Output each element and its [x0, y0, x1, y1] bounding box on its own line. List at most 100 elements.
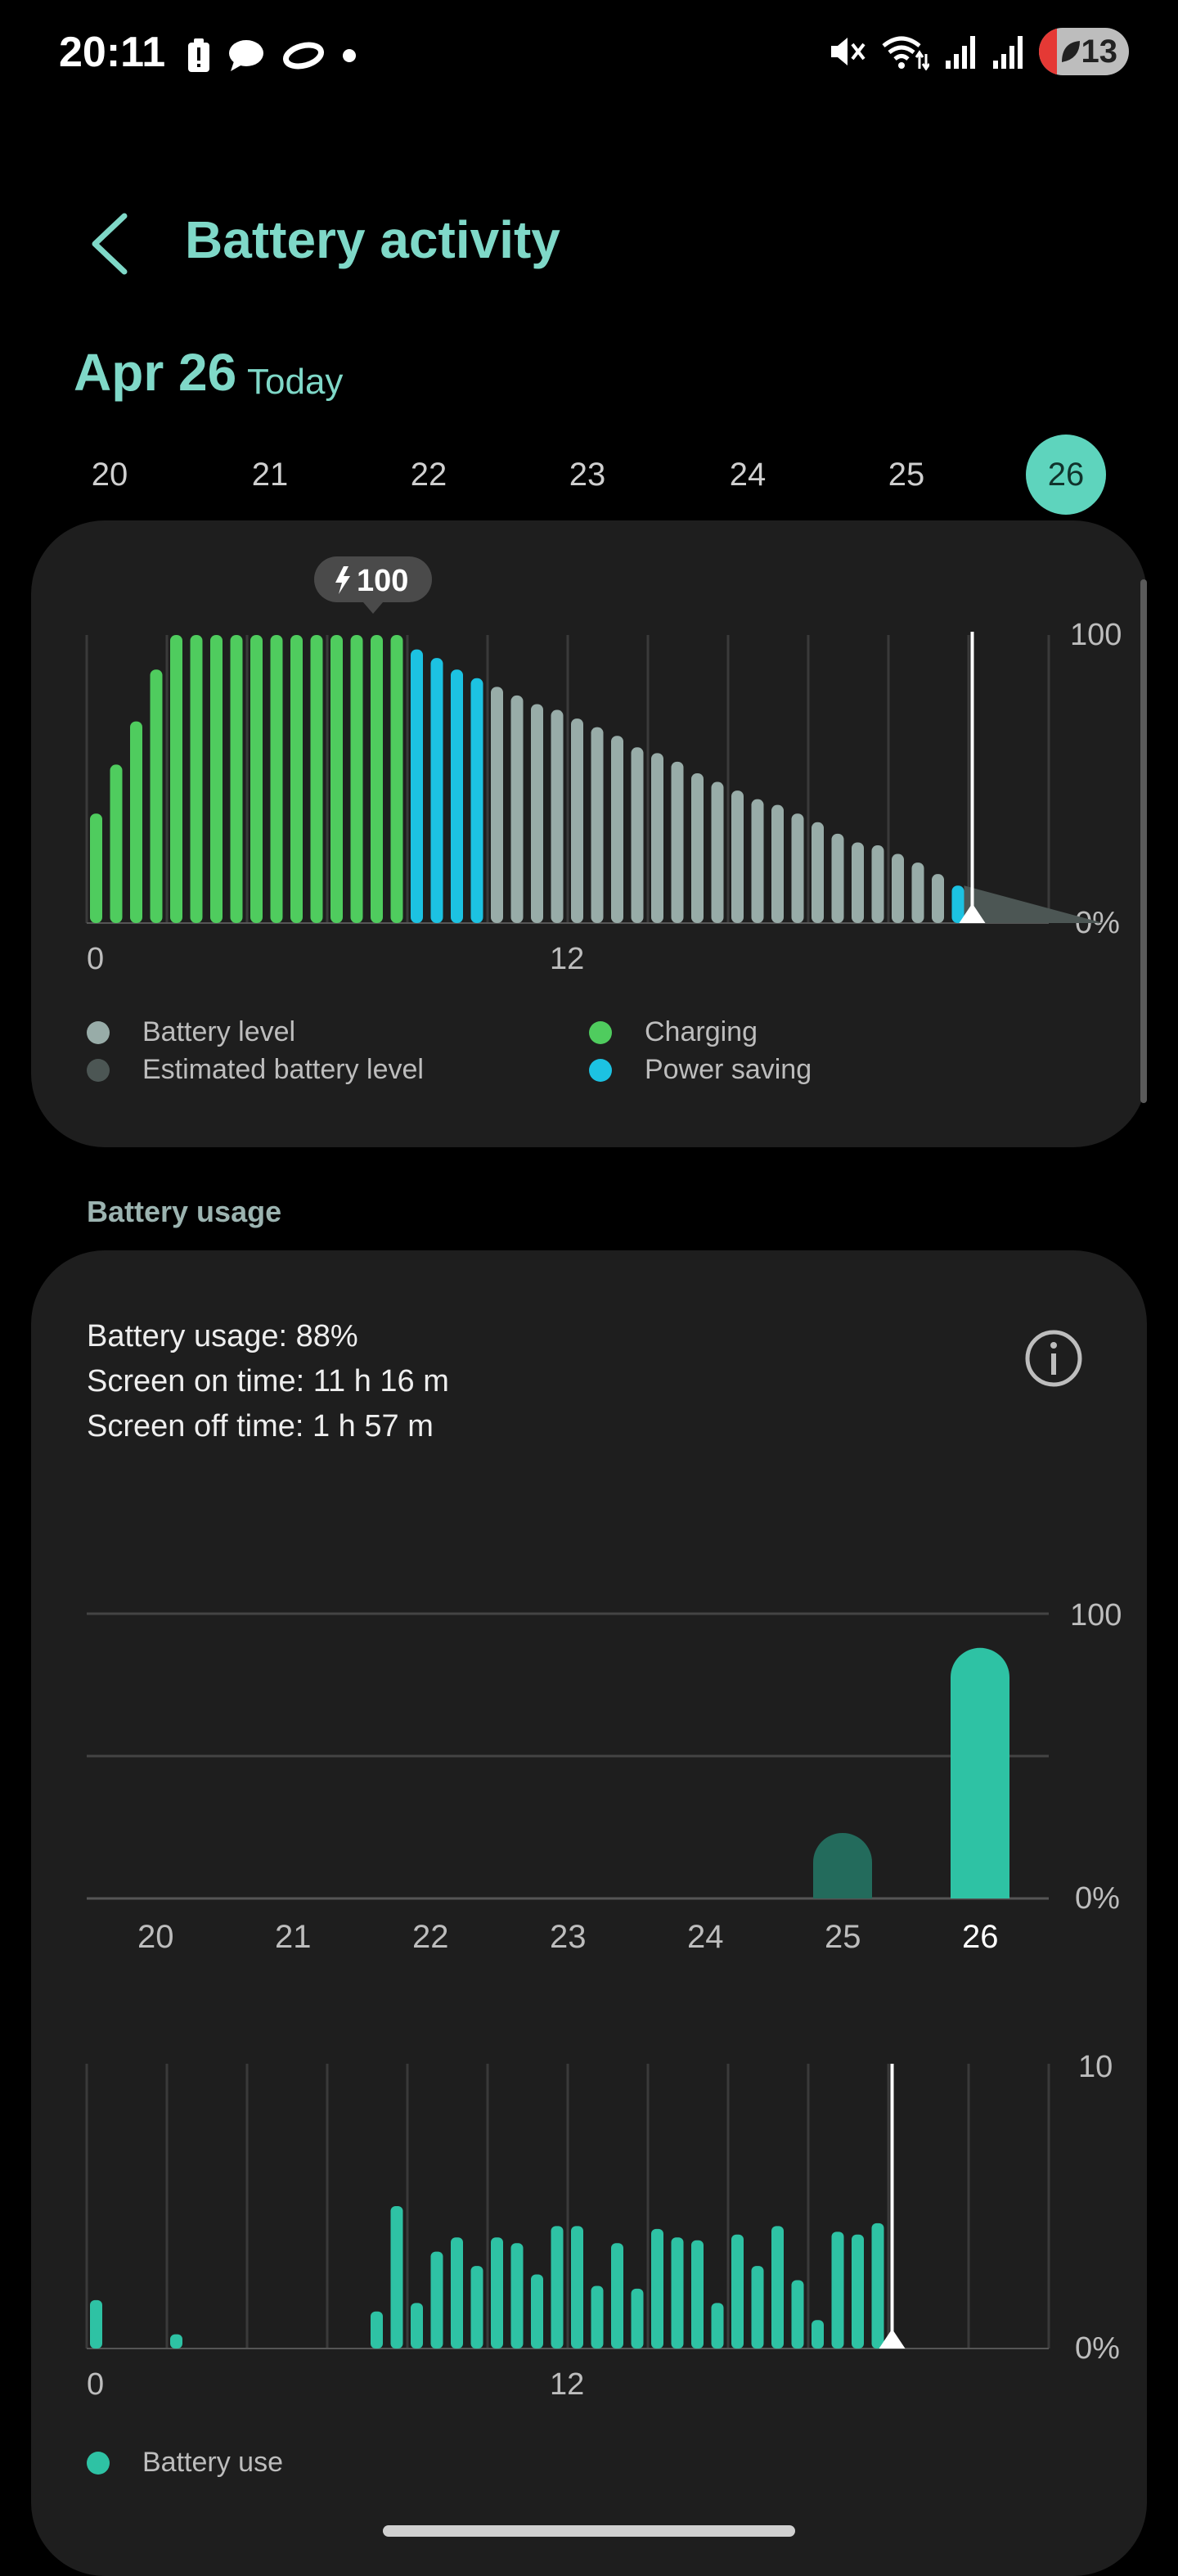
battery-bar: [831, 833, 844, 923]
x-tick-day: 24: [687, 1919, 724, 1955]
screen-on-time: Screen on time: 11 h 16 m: [87, 1364, 449, 1398]
x-tick-day: 21: [275, 1919, 312, 1955]
battery-bar: [290, 635, 303, 923]
x-tick-day: 26: [962, 1919, 999, 1955]
legend-battery-use: Battery use: [142, 2447, 283, 2478]
now-marker: [879, 2329, 906, 2349]
battery-bar: [430, 658, 443, 923]
x-tick-day: 25: [825, 1919, 861, 1955]
legend-charging: Charging: [645, 1016, 758, 1047]
battery-bar: [230, 635, 243, 923]
hourly-usage-bar: [852, 2234, 864, 2349]
app-ring-icon: [283, 42, 324, 70]
legend-battery-level: Battery level: [142, 1016, 296, 1047]
hourly-usage-bar: [531, 2274, 543, 2349]
battery-usage-section-label: Battery usage: [87, 1195, 282, 1228]
hourly-usage-bar: [451, 2237, 463, 2349]
battery-bar: [751, 799, 764, 923]
battery-bar: [190, 635, 203, 923]
hourly-usage-bar: [671, 2237, 684, 2349]
battery-bar: [551, 709, 564, 923]
hourly-usage-bar: [812, 2320, 824, 2349]
battery-bar: [651, 753, 663, 923]
battery-bar: [390, 635, 403, 923]
battery-bar: [350, 635, 363, 923]
x-tick-day: 20: [137, 1919, 174, 1955]
battery-bar: [110, 764, 123, 923]
battery-bar: [451, 669, 463, 923]
home-indicator[interactable]: [383, 2525, 795, 2537]
battery-bar: [150, 669, 163, 923]
day-21[interactable]: 21: [251, 457, 289, 493]
battery-bar: [270, 635, 283, 923]
day-24[interactable]: 24: [729, 457, 767, 493]
peak-tooltip-pointer: [363, 602, 383, 614]
battery-indicator: 13: [1039, 28, 1129, 75]
legend-dot-estimated: [87, 1059, 110, 1082]
hourly-usage-bar: [551, 2226, 564, 2349]
hourly-usage-bar: [791, 2280, 804, 2349]
legend-estimated: Estimated battery level: [142, 1054, 424, 1085]
battery-usage-text: Battery usage: 88%: [87, 1319, 358, 1353]
hourly-usage-chart: 10 0% 0 12: [85, 2050, 1120, 2402]
notification-icons: [187, 31, 357, 80]
screen-off-time: Screen off time: 1 h 57 m: [87, 1409, 434, 1443]
battery-bar: [411, 649, 423, 923]
day-23[interactable]: 23: [569, 457, 606, 493]
battery-bar: [611, 736, 623, 923]
x-tick-0: 0: [87, 2367, 104, 2402]
wifi-icon: [882, 36, 929, 70]
hourly-usage-bar: [470, 2266, 483, 2349]
scrollbar[interactable]: [1140, 579, 1147, 1103]
status-bar: 20:11 13: [0, 0, 1178, 106]
battery-bar: [791, 813, 804, 923]
legend-dot-power-saving: [589, 1059, 612, 1082]
x-tick-12: 12: [550, 942, 584, 976]
battery-bar: [812, 822, 824, 923]
battery-bar: [631, 747, 644, 923]
hourly-usage-bar: [170, 2334, 182, 2349]
battery-percent: 13: [1081, 33, 1118, 70]
y-tick-0: 0%: [1075, 2331, 1120, 2366]
page-title: Battery activity: [185, 210, 560, 269]
day-26-selected[interactable]: 26: [1026, 435, 1106, 515]
y-tick-10: 10: [1078, 2050, 1113, 2084]
y-tick-100: 100: [1070, 1598, 1122, 1633]
battery-bar: [510, 695, 524, 923]
battery-bar: [531, 704, 543, 923]
battery-bar: [491, 687, 503, 923]
y-tick-0: 0%: [1075, 1881, 1120, 1916]
hourly-usage-bar: [591, 2286, 604, 2349]
x-tick-0: 0: [87, 942, 104, 976]
battery-bar: [671, 761, 684, 923]
hourly-usage-bar: [731, 2234, 744, 2349]
battery-bar: [371, 635, 383, 923]
status-time: 20:11: [59, 29, 166, 76]
daily-usage-chart: 100 0% 20 21 22 23 24 25 26: [87, 1598, 1122, 1955]
info-icon[interactable]: [1024, 1329, 1083, 1388]
battery-bar: [210, 635, 223, 923]
signal-icon-2: [993, 36, 1023, 69]
day-22[interactable]: 22: [410, 457, 447, 493]
hourly-usage-bar: [611, 2243, 623, 2349]
today-label: Today: [247, 362, 344, 402]
date-heading: Apr 26: [74, 343, 237, 402]
battery-bar: [932, 874, 944, 923]
day-25[interactable]: 25: [888, 457, 925, 493]
battery-bar: [871, 844, 884, 923]
x-tick-day: 23: [550, 1919, 587, 1955]
battery-bar: [711, 781, 724, 923]
battery-bar: [951, 885, 964, 923]
hourly-usage-bar: [571, 2226, 583, 2349]
day-20[interactable]: 20: [91, 457, 128, 493]
battery-low-fill: [1039, 28, 1057, 75]
hourly-usage-bar: [751, 2266, 764, 2349]
battery-bar: [852, 842, 864, 923]
legend-dot-battery-level: [87, 1021, 110, 1044]
hourly-usage-bar: [510, 2243, 524, 2349]
battery-bar: [130, 721, 142, 923]
battery-usage-card: [31, 1250, 1147, 2576]
hourly-usage-bar: [491, 2237, 503, 2349]
back-chevron-icon[interactable]: [88, 211, 131, 277]
